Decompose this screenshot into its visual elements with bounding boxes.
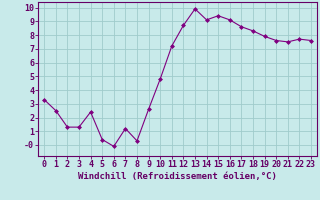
X-axis label: Windchill (Refroidissement éolien,°C): Windchill (Refroidissement éolien,°C) — [78, 172, 277, 181]
